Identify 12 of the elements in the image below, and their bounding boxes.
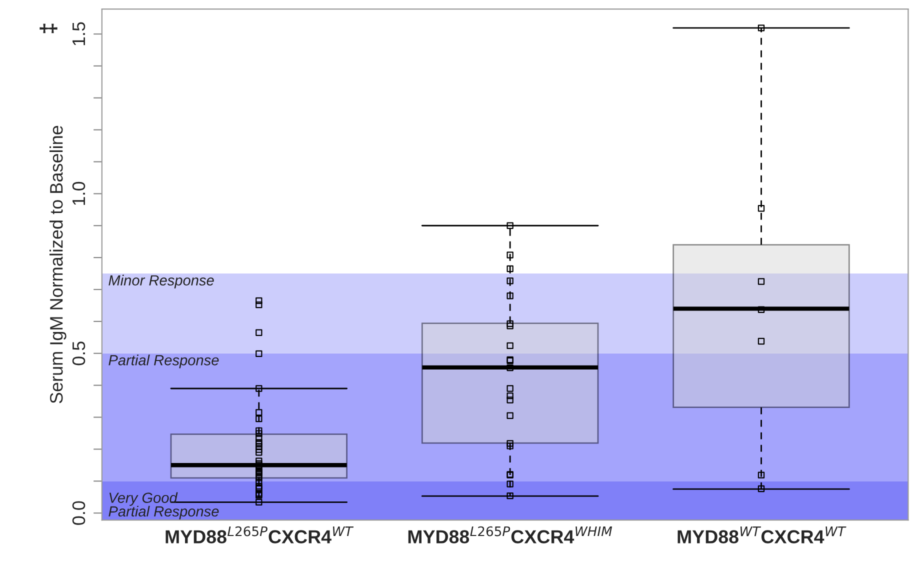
y-tick-label: 1.0 [72, 182, 86, 205]
band-label: Partial Response [108, 354, 219, 368]
y-axis-title: Serum IgM Normalized to Baseline [50, 126, 66, 404]
x-tick-label: MYD88$^{WT}$CXCR4$^{WT}$ [678, 526, 846, 544]
y-tick-label: 1.5 [72, 22, 86, 46]
text: ‡ [40, 24, 58, 34]
y-tick-label: 0.0 [72, 501, 86, 525]
band-label: Minor Response [108, 274, 214, 288]
x-tick-label: MYD88$^{L265P}$CXCR4$^{WHIM}$ [408, 526, 612, 544]
y-tick-label: 0.5 [72, 342, 86, 366]
band-label: Very Good Partial Response [108, 492, 219, 520]
x-tick-label: MYD88$^{L265P}$CXCR4$^{WT}$ [166, 526, 354, 544]
